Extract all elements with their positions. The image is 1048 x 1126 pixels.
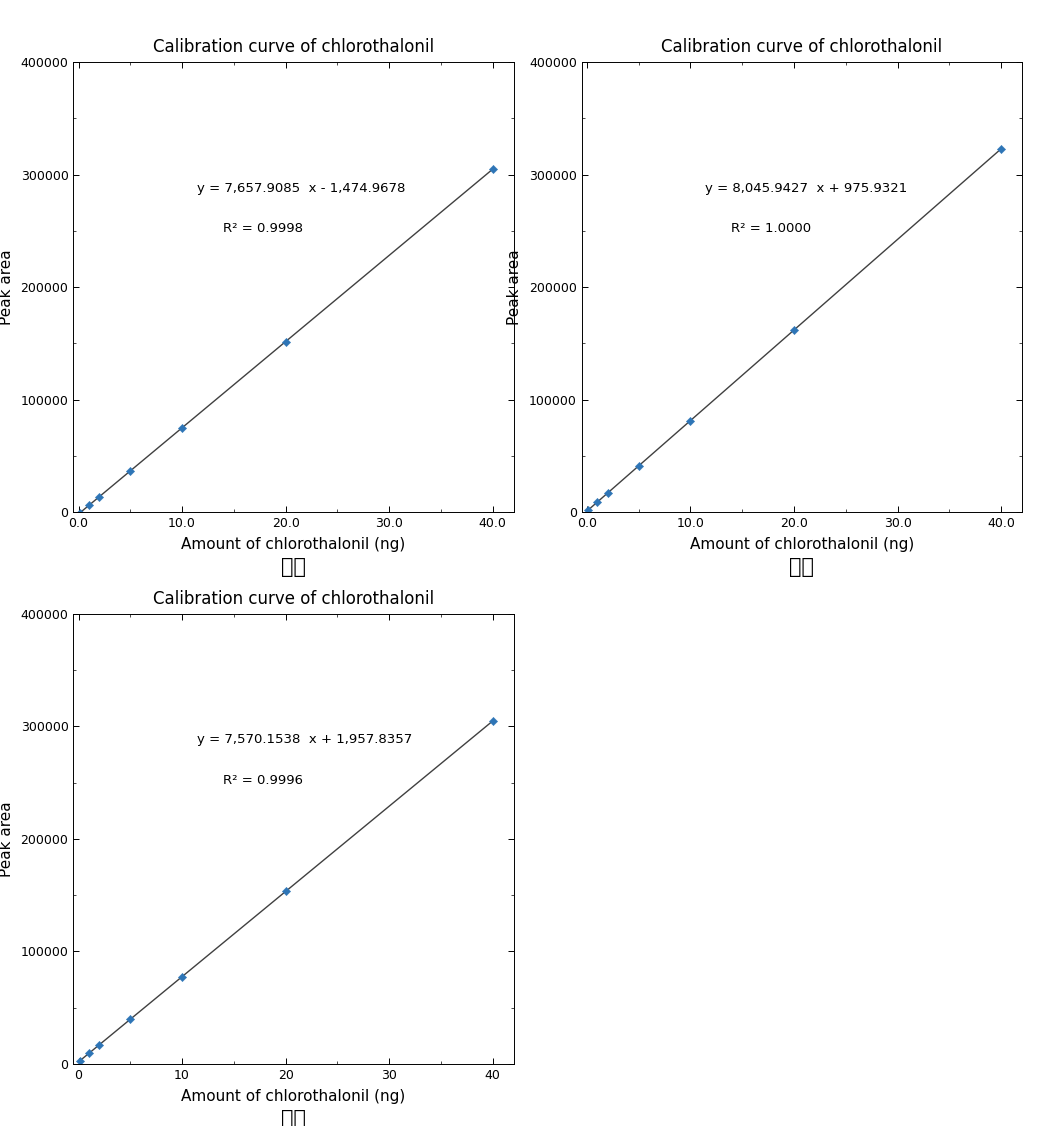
Text: y = 8,045.9427  x + 975.9321: y = 8,045.9427 x + 975.9321: [705, 181, 908, 195]
Title: Calibration curve of chlorothalonil: Calibration curve of chlorothalonil: [153, 590, 434, 608]
Point: [174, 967, 191, 985]
Y-axis label: Peak area: Peak area: [507, 249, 522, 325]
Text: R² = 0.9998: R² = 0.9998: [223, 222, 303, 235]
Point: [580, 501, 596, 519]
Point: [71, 504, 88, 522]
Point: [278, 332, 294, 350]
Title: Calibration curve of chlorothalonil: Calibration curve of chlorothalonil: [661, 38, 942, 56]
Text: y = 7,657.9085  x - 1,474.9678: y = 7,657.9085 x - 1,474.9678: [197, 181, 405, 195]
Point: [174, 419, 191, 437]
Text: R² = 0.9996: R² = 0.9996: [223, 774, 303, 787]
Text: 주스: 주스: [281, 1109, 306, 1126]
Y-axis label: Peak area: Peak area: [0, 801, 14, 877]
Point: [122, 462, 138, 480]
Point: [81, 497, 97, 515]
Point: [786, 321, 803, 339]
Text: y = 7,570.1538  x + 1,957.8357: y = 7,570.1538 x + 1,957.8357: [197, 733, 412, 747]
Text: R² = 1.0000: R² = 1.0000: [732, 222, 811, 235]
Y-axis label: Peak area: Peak area: [0, 249, 14, 325]
Point: [91, 488, 108, 506]
Point: [992, 140, 1009, 158]
X-axis label: Amount of chlorothalonil (ng): Amount of chlorothalonil (ng): [181, 1089, 406, 1103]
Point: [71, 1052, 88, 1070]
Text: 예산: 예산: [281, 557, 306, 578]
Point: [91, 1036, 108, 1054]
Title: Calibration curve of chlorothalonil: Calibration curve of chlorothalonil: [153, 38, 434, 56]
Point: [81, 1044, 97, 1062]
Point: [599, 484, 616, 502]
Point: [484, 160, 501, 178]
X-axis label: Amount of chlorothalonil (ng): Amount of chlorothalonil (ng): [690, 537, 914, 552]
X-axis label: Amount of chlorothalonil (ng): Amount of chlorothalonil (ng): [181, 537, 406, 552]
Point: [484, 712, 501, 730]
Point: [630, 457, 647, 475]
Text: 원주: 원주: [789, 557, 814, 578]
Point: [278, 883, 294, 901]
Point: [589, 493, 606, 511]
Point: [682, 412, 699, 430]
Point: [122, 1010, 138, 1028]
